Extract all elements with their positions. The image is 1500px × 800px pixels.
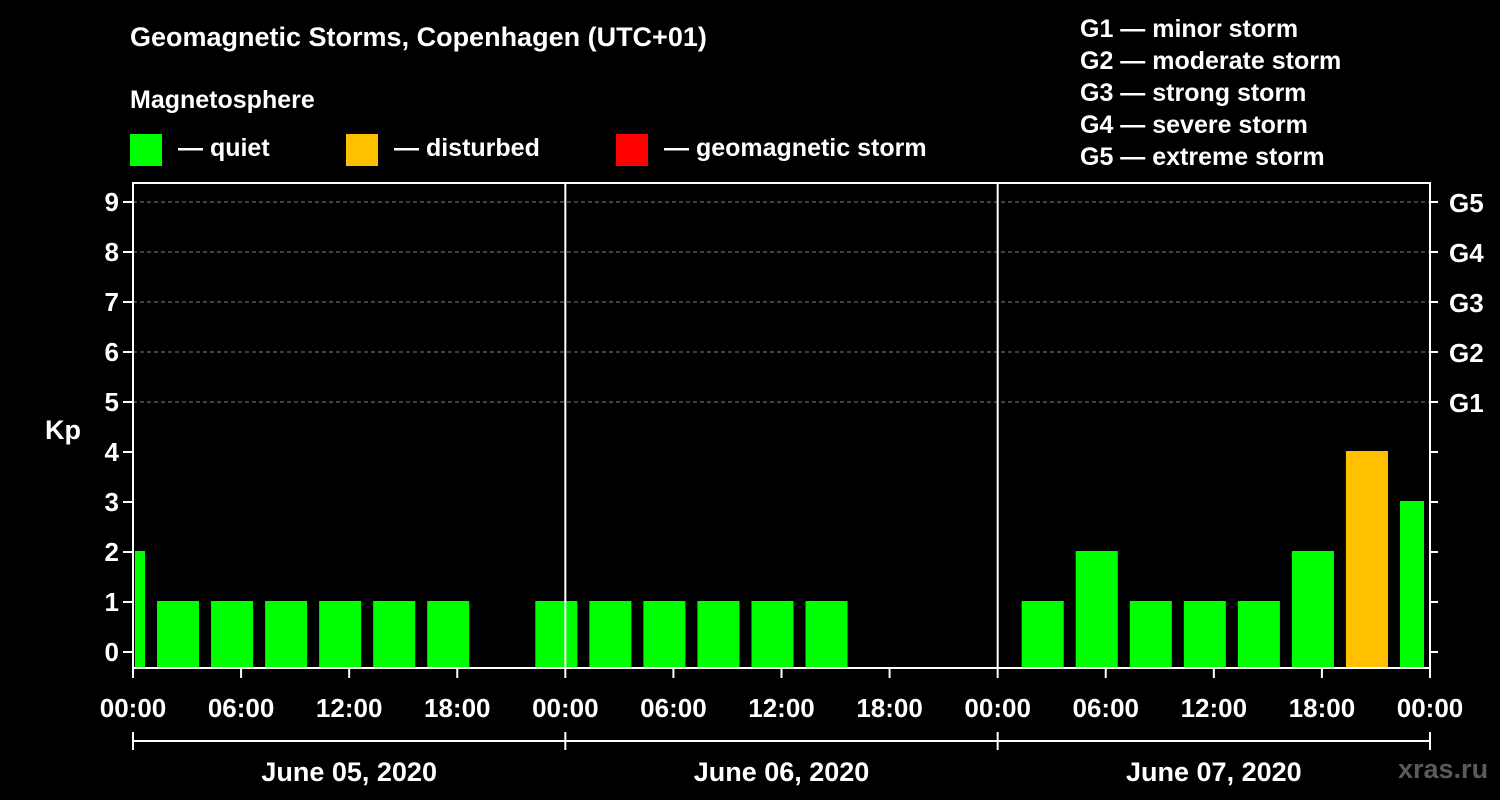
x-tick-label-4: 00:00: [532, 693, 599, 723]
kp-bar-13: [805, 601, 848, 667]
legend-label-quiet: — quiet: [178, 134, 270, 162]
kp-bar-18: [1075, 551, 1118, 667]
storm-scale-g2: G2 — moderate storm: [1080, 47, 1342, 75]
axis-layer: [123, 182, 1438, 750]
x-tick-label-8: 00:00: [964, 693, 1031, 723]
kp-bar-10: [643, 601, 686, 667]
x-tick-label-2: 12:00: [316, 693, 383, 723]
y-axis-label: Kp: [45, 415, 81, 445]
kp-bar-23: [1345, 451, 1388, 667]
x-tick-label-5: 06:00: [640, 693, 707, 723]
x-tick-label-9: 06:00: [1073, 693, 1140, 723]
watermark: xras.ru: [1398, 754, 1489, 784]
legend-swatch-disturbed: [346, 134, 378, 166]
x-tick-label-3: 18:00: [424, 693, 491, 723]
kp-bar-12: [751, 601, 794, 667]
right-axis-label-G3: G3: [1449, 288, 1484, 318]
kp-bar-1: [157, 601, 200, 667]
legend-label-disturbed: — disturbed: [394, 134, 540, 162]
label-layer: 0 1 2 3 4 5 6 7 8 9 G1 G2 G3 G4 G5 Kp 00:00 06:00 12:00 18:…: [45, 187, 1484, 787]
kp-bar-22: [1291, 551, 1334, 667]
grid-layer: [133, 201, 1430, 403]
kp-bar-24: [1399, 501, 1424, 667]
chart-title: Geomagnetic Storms, Copenhagen (UTC+01): [130, 22, 707, 52]
kp-bar-2: [211, 601, 254, 667]
x-tick-label-7: 18:00: [856, 693, 923, 723]
storm-scale-g5: G5 — extreme storm: [1080, 143, 1325, 171]
day-label-0: June 05, 2020: [261, 757, 437, 787]
x-tick-label-10: 12:00: [1181, 693, 1248, 723]
day-label-1: June 06, 2020: [694, 757, 870, 787]
x-tick-label-6: 12:00: [748, 693, 815, 723]
x-tick-label-0: 00:00: [100, 693, 167, 723]
legend-label-storm: — geomagnetic storm: [664, 134, 927, 162]
x-tick-label-12: 00:00: [1397, 693, 1464, 723]
kp-bar-9: [589, 601, 632, 667]
kp-bar-19: [1129, 601, 1172, 667]
y-tick-label-4: 4: [105, 437, 120, 467]
x-tick-label-11: 18:00: [1289, 693, 1356, 723]
kp-bar-8: [535, 601, 578, 667]
y-tick-label-1: 1: [105, 587, 119, 617]
kp-bar-21: [1237, 601, 1280, 667]
y-tick-label-5: 5: [105, 387, 119, 417]
kp-bar-3: [265, 601, 308, 667]
legend-swatch-quiet: [130, 134, 162, 166]
right-axis-label-G5: G5: [1449, 188, 1484, 218]
y-tick-label-8: 8: [105, 237, 119, 267]
y-tick-label-7: 7: [105, 287, 119, 317]
plot-frame: [132, 182, 1431, 669]
storm-scale-g1: G1 — minor storm: [1080, 15, 1299, 43]
y-tick-label-0: 0: [105, 637, 119, 667]
right-axis-label-G4: G4: [1449, 238, 1484, 268]
kp-bar-20: [1183, 601, 1226, 667]
right-axis-label-G1: G1: [1449, 388, 1484, 418]
kp-bar-17: [1021, 601, 1064, 667]
kp-bar-11: [697, 601, 740, 667]
storm-scale-g3: G3 — strong storm: [1080, 79, 1307, 107]
legend-subtitle: Magnetosphere: [130, 86, 315, 114]
y-tick-label-2: 2: [105, 537, 119, 567]
day-label-2: June 07, 2020: [1126, 757, 1302, 787]
y-tick-label-6: 6: [105, 337, 119, 367]
kp-bar-4: [319, 601, 362, 667]
right-axis-label-G2: G2: [1449, 338, 1484, 368]
x-tick-label-1: 06:00: [208, 693, 275, 723]
kp-bar-5: [373, 601, 416, 667]
storm-scale-g4: G4 — severe storm: [1080, 111, 1308, 139]
kp-bar-0: [135, 551, 146, 667]
bar-layer: [135, 451, 1424, 667]
legend-swatch-storm: [616, 134, 648, 166]
kp-bar-6: [427, 601, 470, 667]
y-tick-label-9: 9: [105, 187, 119, 217]
y-tick-label-3: 3: [105, 487, 119, 517]
